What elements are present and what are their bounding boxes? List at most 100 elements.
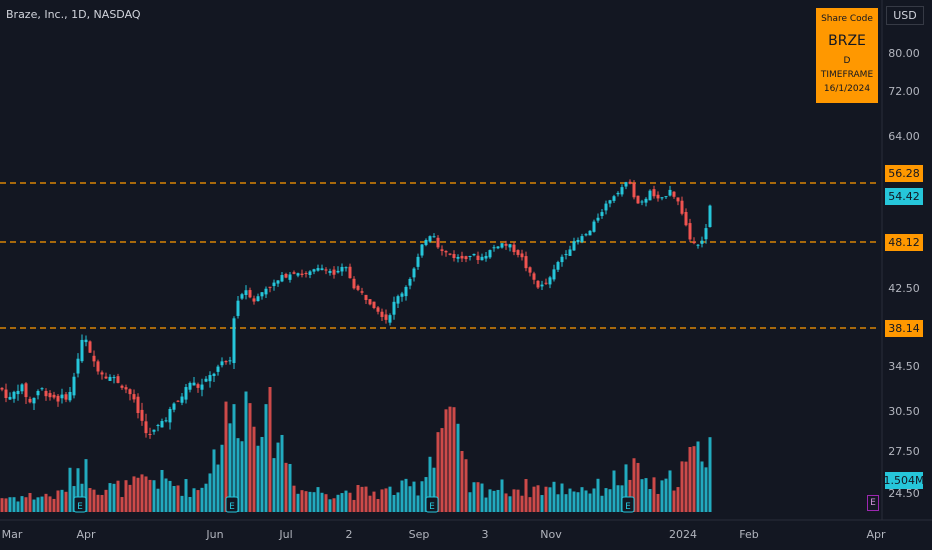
volume-bar (212, 449, 216, 512)
y-tick-label: 27.50 (888, 445, 920, 458)
volume-bar (176, 485, 180, 512)
candle-body (552, 269, 556, 280)
candle-body (232, 318, 236, 364)
candle-body (348, 266, 352, 279)
candle-body (136, 396, 140, 414)
candle-body (420, 244, 424, 256)
x-tick-label: Apr (76, 528, 96, 541)
volume-bar (140, 474, 144, 512)
share-code-value: BRZE (828, 33, 866, 49)
candle-body (152, 429, 156, 432)
candle-body (532, 273, 536, 280)
candle-body (340, 266, 344, 272)
candle-body (256, 296, 260, 302)
candle-body (100, 372, 104, 375)
volume-bar (296, 493, 300, 512)
volume-bar (76, 468, 80, 512)
candle-body (176, 400, 180, 402)
candle-body (524, 256, 528, 269)
volume-bar (108, 483, 112, 512)
volume-bar (200, 487, 204, 512)
x-tick-label: Jun (205, 528, 223, 541)
event-marker-icon[interactable]: E (867, 495, 879, 511)
volume-bar (256, 445, 260, 512)
volume-bar (512, 489, 516, 512)
volume-bar (596, 478, 600, 512)
candle-body (244, 290, 248, 296)
candle-body (516, 250, 520, 255)
candle-body (220, 361, 224, 366)
y-tick-label: 42.50 (888, 282, 920, 295)
volume-bar (564, 494, 568, 512)
candle-body (652, 189, 656, 197)
candle-body (504, 243, 508, 246)
volume-bar (372, 491, 376, 512)
candle-body (160, 421, 164, 428)
volume-bar (416, 495, 420, 512)
volume-bar (412, 481, 416, 512)
volume-bar (492, 490, 496, 512)
volume-bar (128, 484, 132, 512)
candle-body (68, 391, 72, 401)
candle-body (380, 311, 384, 317)
x-tick-label: Nov (540, 528, 562, 541)
volume-bar (592, 488, 596, 512)
candle-body (360, 291, 364, 293)
candle-body (216, 366, 220, 372)
earnings-marker-label: E (229, 502, 235, 512)
candle-body (236, 300, 240, 316)
volume-bar (216, 464, 220, 512)
x-tick-label: Sep (409, 528, 430, 541)
candle-body (12, 391, 16, 399)
volume-bar (384, 488, 388, 512)
earnings-marker-label: E (77, 502, 83, 512)
currency-button[interactable]: USD (886, 6, 924, 25)
volume-bar (164, 478, 168, 512)
candle-body (468, 255, 472, 257)
candle-body (140, 409, 144, 421)
volume-bar (320, 492, 324, 512)
volume-bar (576, 492, 580, 512)
candle-body (308, 271, 312, 275)
volume-bar (424, 477, 428, 512)
candle-body (548, 277, 552, 285)
volume-bar (540, 495, 544, 512)
candle-body (180, 396, 184, 403)
volume-bar (472, 482, 476, 512)
earnings-marker-icon (425, 496, 439, 513)
candle-body (632, 182, 636, 198)
volume-bar (180, 495, 184, 512)
candle-body (624, 182, 628, 187)
candle-body (592, 221, 596, 232)
earnings-marker-icon (73, 496, 87, 513)
x-tick-label: Jul (278, 528, 292, 541)
x-tick-label: 2024 (669, 528, 697, 541)
candle-body (600, 212, 604, 216)
earnings-marker-icon (225, 496, 239, 513)
volume-bar (276, 442, 280, 512)
x-tick-label: Apr (866, 528, 886, 541)
candle-body (120, 385, 124, 388)
volume-bar (464, 459, 468, 512)
candle-body (212, 373, 216, 376)
volume-bar (84, 459, 88, 512)
candle-body (492, 247, 496, 249)
candle-body (344, 267, 348, 269)
volume-bar (208, 473, 212, 512)
timeframe-label: D TIMEFRAME (820, 56, 874, 80)
volume-bar (4, 498, 8, 512)
volume-bar (644, 478, 648, 512)
volume-bar (680, 461, 684, 512)
candle-body (200, 384, 204, 390)
candle-body (328, 270, 332, 273)
volume-bar (248, 403, 252, 512)
candle-body (352, 278, 356, 289)
volume-bar (292, 485, 296, 512)
candle-body (620, 187, 624, 195)
volume-bar (340, 493, 344, 512)
volume-bar (284, 462, 288, 512)
volume-bar (236, 438, 240, 512)
volume-bar (420, 481, 424, 512)
volume-bar (304, 491, 308, 512)
